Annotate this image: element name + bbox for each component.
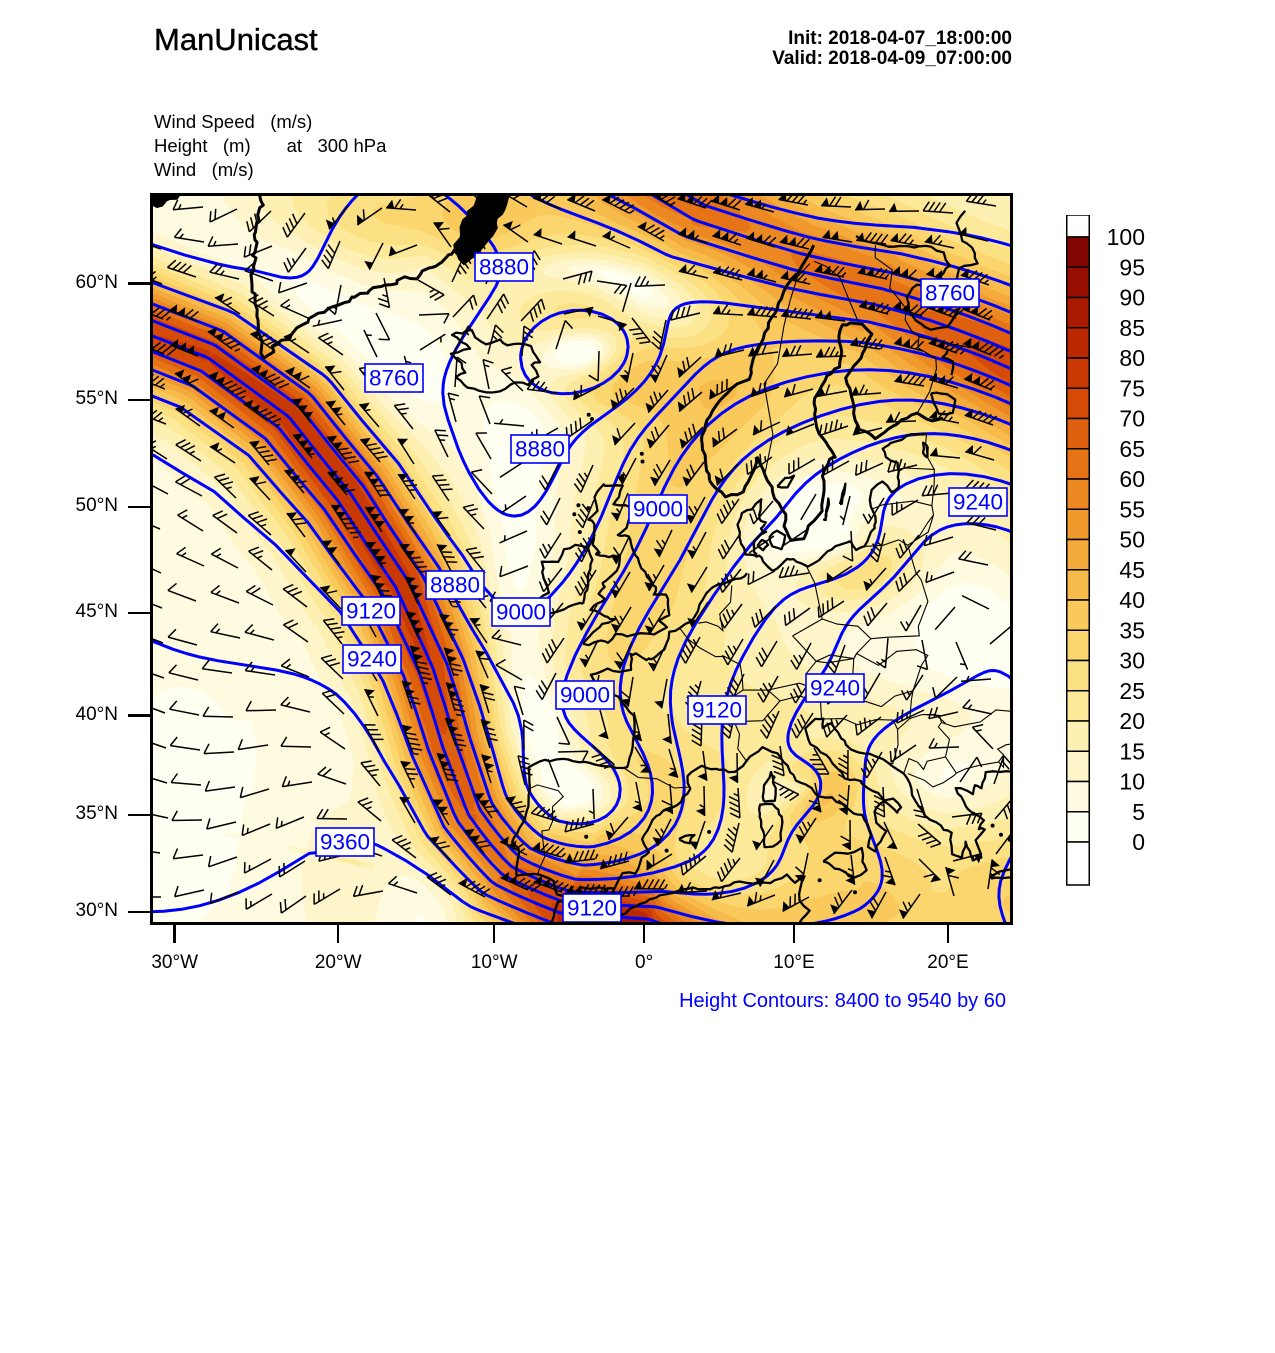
svg-text:100: 100 [1107,224,1145,250]
svg-text:10: 10 [1119,769,1145,795]
svg-text:9360: 9360 [320,830,370,855]
svg-text:45: 45 [1119,557,1145,583]
svg-text:8880: 8880 [479,255,529,280]
svg-text:9240: 9240 [810,676,860,701]
svg-text:5: 5 [1132,799,1145,825]
svg-text:9120: 9120 [692,698,742,723]
svg-text:55: 55 [1119,496,1145,522]
svg-text:9240: 9240 [347,647,397,672]
svg-text:60: 60 [1119,466,1145,492]
svg-text:50: 50 [1119,527,1145,553]
svg-text:95: 95 [1119,254,1145,280]
svg-text:25: 25 [1119,678,1145,704]
svg-text:8760: 8760 [369,366,419,391]
svg-text:65: 65 [1119,436,1145,462]
svg-text:15: 15 [1119,738,1145,764]
svg-text:8880: 8880 [430,573,480,598]
svg-text:30: 30 [1119,648,1145,674]
svg-text:85: 85 [1119,315,1145,341]
svg-text:70: 70 [1119,406,1145,432]
svg-text:9120: 9120 [346,599,396,624]
svg-text:90: 90 [1119,285,1145,311]
svg-text:9240: 9240 [953,490,1003,515]
svg-text:35: 35 [1119,617,1145,643]
svg-text:75: 75 [1119,375,1145,401]
svg-text:80: 80 [1119,345,1145,371]
svg-text:20: 20 [1119,708,1145,734]
svg-text:0: 0 [1132,829,1145,855]
svg-text:9000: 9000 [633,497,683,522]
svg-text:40: 40 [1119,587,1145,613]
svg-text:9000: 9000 [560,683,610,708]
svg-text:8760: 8760 [925,281,975,306]
svg-text:9000: 9000 [496,600,546,625]
svg-text:8880: 8880 [515,437,565,462]
svg-text:9120: 9120 [567,896,617,921]
